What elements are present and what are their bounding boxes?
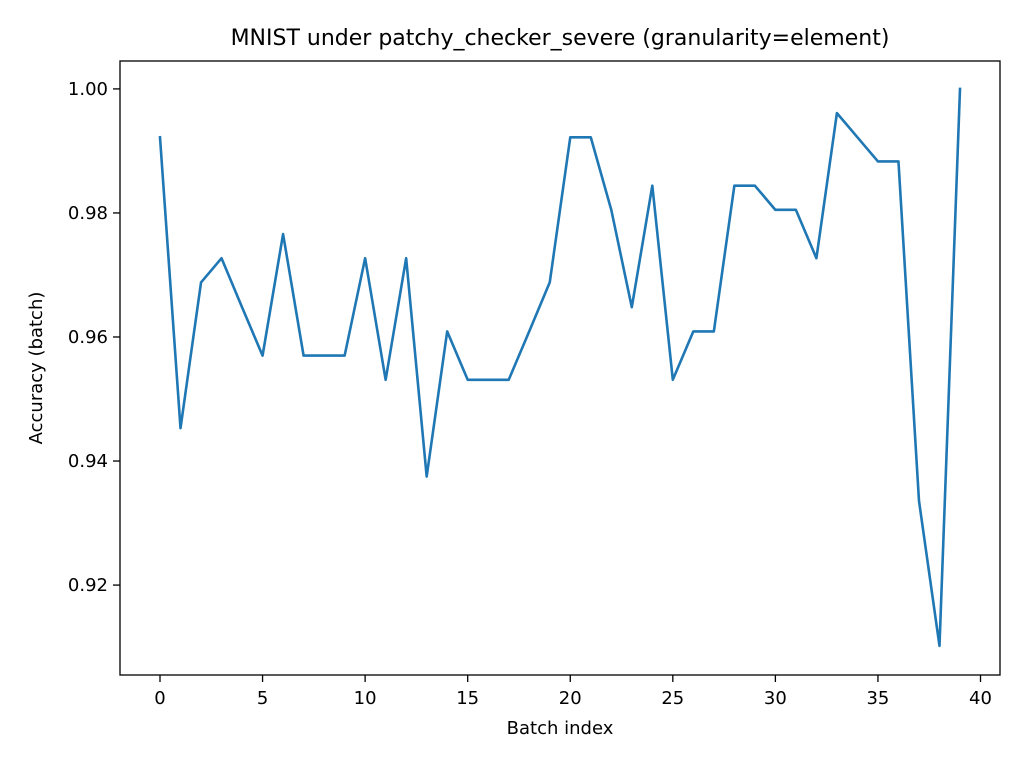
y-tick-label: 1.00 (68, 79, 108, 100)
x-tick-label: 20 (559, 688, 582, 709)
x-tick-label: 15 (456, 688, 479, 709)
x-tick-label: 25 (661, 688, 684, 709)
y-tick-label: 0.92 (68, 575, 108, 596)
chart-title: MNIST under patchy_checker_severe (granu… (231, 26, 890, 51)
x-tick-label: 35 (866, 688, 889, 709)
x-tick-label: 40 (969, 688, 992, 709)
y-axis-label: Accuracy (batch) (26, 292, 47, 445)
y-axis-ticks: 0.92 0.94 0.96 0.98 1.00 (68, 79, 120, 596)
x-tick-label: 0 (154, 688, 165, 709)
y-tick-label: 0.98 (68, 203, 108, 224)
x-tick-label: 10 (354, 688, 377, 709)
x-axis-label: Batch index (507, 718, 614, 739)
y-tick-label: 0.96 (68, 327, 108, 348)
accuracy-series-line (158, 87, 962, 648)
plot-frame (119, 60, 1001, 676)
x-tick-label: 30 (764, 688, 787, 709)
y-tick-label: 0.94 (68, 451, 108, 472)
x-tick-label: 5 (257, 688, 268, 709)
x-axis-ticks: 0 5 10 15 20 25 30 35 40 (154, 675, 992, 709)
